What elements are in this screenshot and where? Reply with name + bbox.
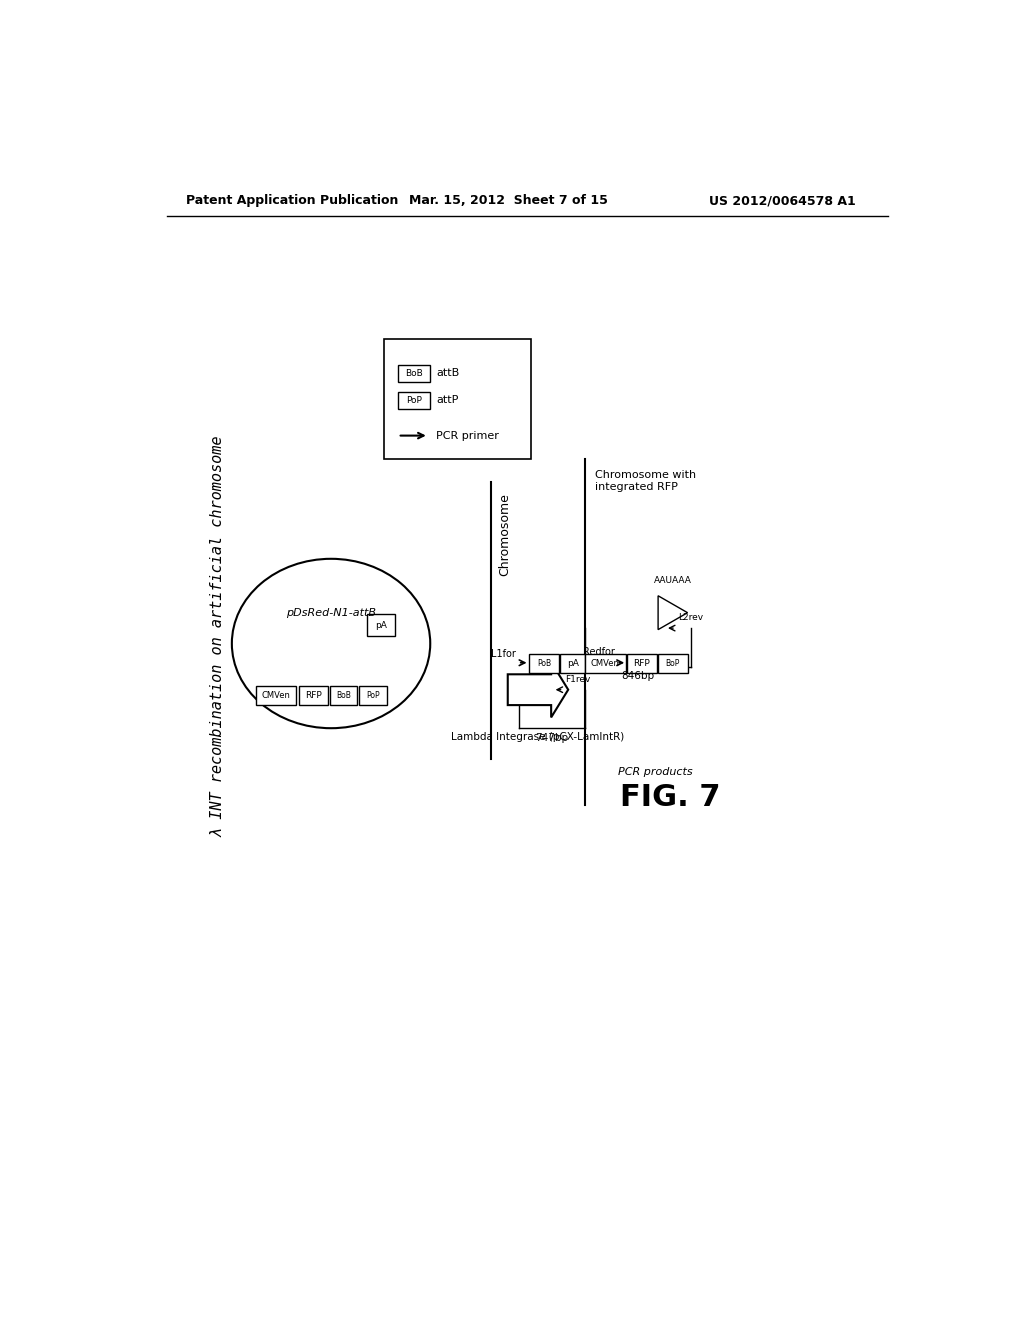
Text: RFP: RFP [634, 659, 650, 668]
Text: RFP: RFP [305, 690, 322, 700]
Bar [627, 653, 656, 673]
Text: FIG. 7: FIG. 7 [621, 783, 721, 812]
Text: attB: attB [436, 368, 460, 379]
Text: 747bp: 747bp [536, 733, 568, 743]
Text: L2rev: L2rev [678, 612, 703, 622]
Text: L1for: L1for [490, 648, 515, 659]
Text: pA: pA [567, 659, 579, 668]
Text: CMVen: CMVen [261, 690, 291, 700]
Text: BoB: BoB [406, 368, 423, 378]
Bar [658, 653, 687, 673]
Text: Redfor: Redfor [583, 647, 614, 657]
Text: CMVen: CMVen [591, 659, 620, 668]
Text: Mar. 15, 2012  Sheet 7 of 15: Mar. 15, 2012 Sheet 7 of 15 [410, 194, 608, 207]
Ellipse shape [231, 558, 430, 729]
Polygon shape [508, 663, 568, 718]
Bar [367, 614, 394, 636]
Text: pDsRed-N1-attB: pDsRed-N1-attB [286, 607, 376, 618]
Bar [359, 686, 387, 705]
Text: PoP: PoP [407, 396, 422, 405]
Text: BoB: BoB [336, 690, 351, 700]
Text: Chromosome with
integrated RFP: Chromosome with integrated RFP [595, 470, 695, 492]
Polygon shape [658, 595, 687, 630]
Bar [560, 653, 586, 673]
Text: PoB: PoB [538, 659, 551, 668]
Text: Patent Application Publication: Patent Application Publication [186, 194, 398, 207]
Text: λ INT recombination on artificial chromosome: λ INT recombination on artificial chromo… [210, 436, 224, 837]
Bar [384, 339, 531, 459]
Bar [330, 686, 357, 705]
Text: PoP: PoP [367, 690, 380, 700]
Text: 846bp: 846bp [622, 671, 654, 681]
Text: BoP: BoP [666, 659, 680, 668]
Text: AAUAAA: AAUAAA [654, 576, 692, 585]
Bar [529, 653, 559, 673]
Bar [586, 653, 626, 673]
Text: US 2012/0064578 A1: US 2012/0064578 A1 [710, 194, 856, 207]
Text: attP: attP [436, 395, 459, 405]
Text: PCR primer: PCR primer [436, 430, 500, 441]
Bar [256, 686, 296, 705]
Text: F1rev: F1rev [565, 675, 591, 684]
Text: Chromosome: Chromosome [499, 494, 511, 577]
Text: PCR products: PCR products [617, 767, 692, 776]
Text: pA: pA [375, 620, 387, 630]
Bar [299, 686, 328, 705]
Bar [397, 364, 430, 381]
Bar [397, 392, 430, 409]
Text: Lambda Integrase (pCX-LamIntR): Lambda Integrase (pCX-LamIntR) [452, 733, 625, 742]
